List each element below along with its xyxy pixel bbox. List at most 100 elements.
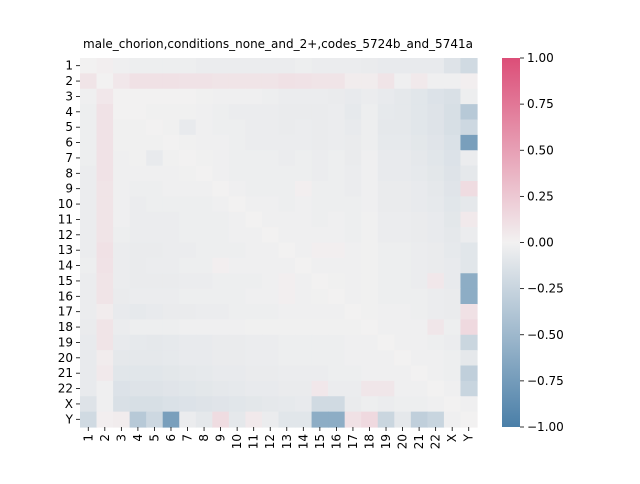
heatmap-cell-4-Y: [460, 104, 478, 121]
heatmap-cell-12-18: [361, 227, 379, 244]
y-tick-label: 21: [58, 366, 73, 380]
heatmap-cell-8-1: [80, 165, 98, 182]
heatmap-cell-1-18: [361, 58, 379, 74]
y-tick-label: 14: [58, 259, 73, 273]
heatmap-cell-1-17: [344, 58, 362, 74]
heatmap-cell-5-7: [179, 119, 197, 136]
heatmap-cell-20-13: [278, 350, 296, 367]
heatmap-cell-5-19: [377, 119, 395, 136]
heatmap-cell-12-9: [212, 227, 230, 244]
heatmap-cell-15-3: [113, 273, 131, 290]
heatmap-cell-20-Y: [460, 350, 478, 367]
heatmap-cell-5-3: [113, 119, 131, 136]
y-tick-label: 22: [58, 382, 73, 396]
heatmap-cell-10-Y: [460, 196, 478, 213]
heatmap-cell-19-9: [212, 334, 230, 351]
heatmap-cell-X-16: [328, 396, 346, 413]
heatmap-cell-5-15: [311, 119, 329, 136]
heatmap-cell-7-3: [113, 150, 131, 167]
heatmap-cell-10-6: [162, 196, 180, 213]
heatmap-cell-19-13: [278, 334, 296, 351]
heatmap-cell-18-20: [394, 319, 412, 336]
heatmap-cell-5-8: [195, 119, 213, 136]
heatmap-cell-8-2: [96, 165, 114, 182]
heatmap-cell-17-13: [278, 304, 296, 320]
heatmap-cell-Y-20: [394, 411, 412, 428]
y-tick-label: 5: [65, 120, 73, 134]
heatmap-cell-Y-19: [377, 411, 395, 428]
heatmap-cell-21-1: [80, 365, 98, 382]
heatmap-cell-17-7: [179, 304, 197, 320]
heatmap-cell-14-13: [278, 257, 296, 274]
heatmap-cell-X-12: [261, 396, 280, 413]
heatmap-cell-18-4: [129, 319, 147, 336]
heatmap-cell-15-4: [129, 273, 147, 290]
x-tick-label: 12: [263, 434, 277, 449]
heatmap-cell-14-22: [427, 257, 445, 274]
heatmap-cell-18-16: [328, 319, 346, 336]
heatmap-cell-15-12: [261, 273, 280, 290]
heatmap-cell-19-22: [427, 334, 445, 351]
heatmap-cell-10-11: [245, 196, 263, 213]
heatmap-cell-18-19: [377, 319, 395, 336]
heatmap-cell-5-14: [295, 119, 313, 136]
x-tick-label: 10: [230, 434, 244, 449]
heatmap-cell-22-7: [179, 380, 197, 397]
heatmap-cell-4-11: [245, 104, 263, 121]
heatmap-cell-18-15: [311, 319, 329, 336]
heatmap-cell-2-12: [261, 73, 280, 90]
heatmap-cell-16-9: [212, 288, 230, 305]
heatmap-cell-18-11: [245, 319, 263, 336]
heatmap-cell-9-16: [328, 181, 346, 197]
heatmap-cell-9-10: [228, 181, 247, 197]
heatmap-cell-12-11: [245, 227, 263, 244]
heatmap-cell-1-7: [179, 58, 197, 74]
colorbar-tick-label: −0.50: [527, 328, 564, 342]
heatmap-cell-10-2: [96, 196, 114, 213]
heatmap-cell-13-10: [228, 242, 247, 259]
heatmap-cell-15-Y: [460, 273, 478, 290]
heatmap-cell-14-1: [80, 257, 98, 274]
heatmap-cell-20-4: [129, 350, 147, 367]
heatmap-cell-2-7: [179, 73, 197, 90]
heatmap-cell-6-12: [261, 134, 280, 151]
heatmap-cell-12-12: [261, 227, 280, 244]
heatmap-cell-5-5: [146, 119, 164, 136]
y-tick-label: 7: [65, 151, 73, 165]
heatmap-cell-16-8: [195, 288, 213, 305]
heatmap-cell-10-1: [80, 196, 98, 213]
heatmap-cell-10-10: [228, 196, 247, 213]
heatmap-cell-1-4: [129, 58, 147, 74]
heatmap-cell-10-22: [427, 196, 445, 213]
heatmap-cell-Y-9: [212, 411, 230, 428]
heatmap-cell-9-7: [179, 181, 197, 197]
heatmap-cell-19-14: [295, 334, 313, 351]
heatmap-cell-X-5: [146, 396, 164, 413]
heatmap-cell-13-2: [96, 242, 114, 259]
y-tick-label: Y: [65, 412, 74, 426]
x-tick-label: 4: [131, 434, 145, 442]
heatmap-cell-21-2: [96, 365, 114, 382]
heatmap-cell-2-11: [245, 73, 263, 90]
heatmap-cell-8-21: [410, 165, 428, 182]
heatmap-cell-9-19: [377, 181, 395, 197]
heatmap-cell-19-5: [146, 334, 164, 351]
heatmap-cell-19-17: [344, 334, 362, 351]
heatmap-cell-2-17: [344, 73, 362, 90]
heatmap-cell-20-14: [295, 350, 313, 367]
heatmap-cell-11-X: [443, 211, 462, 228]
heatmap-cell-3-3: [113, 88, 131, 105]
heatmap-cell-11-22: [427, 211, 445, 228]
heatmap-cell-11-5: [146, 211, 164, 228]
heatmap-cell-X-20: [394, 396, 412, 413]
heatmap-cell-16-6: [162, 288, 180, 305]
heatmap-cell-22-6: [162, 380, 180, 397]
heatmap-cell-16-19: [377, 288, 395, 305]
heatmap-cell-14-3: [113, 257, 131, 274]
heatmap-cell-17-20: [394, 304, 412, 320]
heatmap-cell-11-10: [228, 211, 247, 228]
heatmap-cell-16-20: [394, 288, 412, 305]
heatmap-cell-15-6: [162, 273, 180, 290]
heatmap-cell-17-9: [212, 304, 230, 320]
heatmap-cell-11-13: [278, 211, 296, 228]
